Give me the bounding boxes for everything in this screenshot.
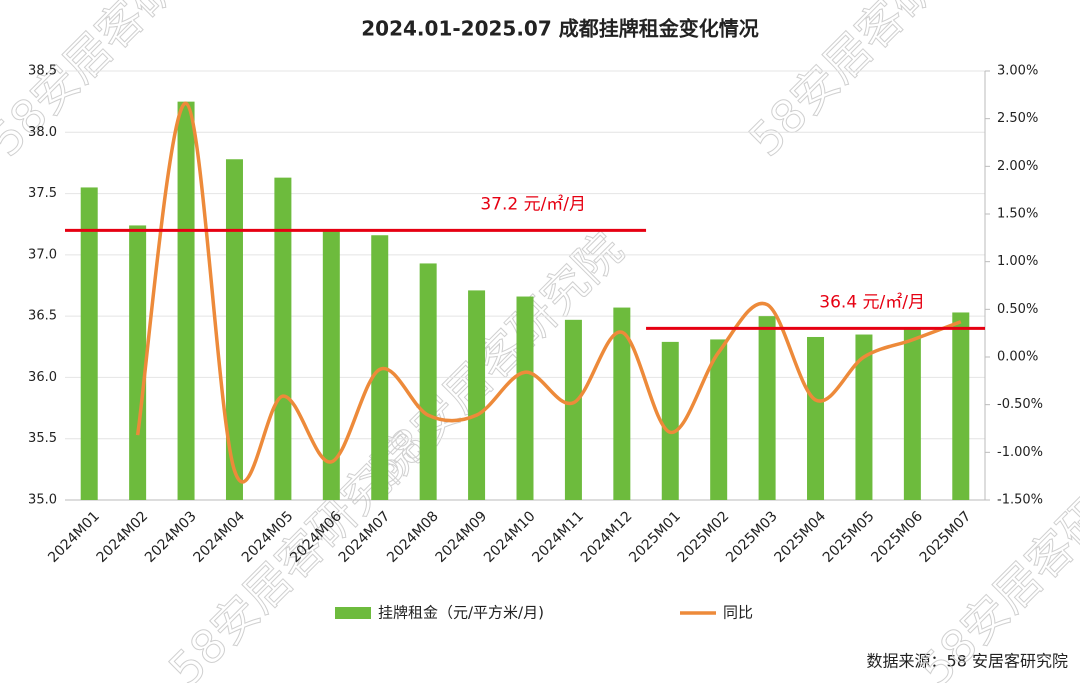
legend-label: 挂牌租金（元/平方米/月) — [378, 604, 544, 622]
x-tick-label: 2024M12 — [578, 508, 636, 566]
y2-tick-label: 1.50% — [997, 207, 1038, 222]
bar — [952, 312, 970, 500]
x-tick-label: 2024M04 — [190, 508, 248, 566]
x-tick-label: 2024M08 — [384, 508, 442, 566]
x-tick-label: 2025M02 — [675, 508, 733, 566]
bar — [758, 316, 776, 500]
legend-label: 同比 — [723, 604, 753, 622]
bar — [225, 159, 243, 500]
bar — [807, 336, 825, 500]
x-tick-label: 2024M02 — [94, 508, 152, 566]
bar — [903, 328, 921, 500]
legend-swatch — [335, 607, 371, 619]
y2-tick-label: 2.50% — [997, 111, 1038, 126]
y2-tick-label: -1.50% — [997, 493, 1043, 508]
bar — [710, 339, 728, 500]
bar — [516, 296, 534, 500]
y2-tick-label: 1.00% — [997, 254, 1038, 269]
x-tick-label: 2024M09 — [433, 508, 491, 566]
x-tick-label: 2025M06 — [868, 508, 926, 566]
y-tick-label: 36.0 — [28, 370, 57, 385]
x-tick-label: 2025M03 — [723, 508, 781, 566]
y2-tick-label: -0.50% — [997, 397, 1043, 412]
bar — [661, 341, 679, 500]
x-tick-label: 2025M07 — [917, 508, 975, 566]
bar — [129, 225, 147, 500]
bar — [564, 319, 582, 500]
x-tick-label: 2024M10 — [481, 508, 539, 566]
source: 数据来源：58 安居客研究院 — [867, 652, 1068, 671]
reference-label: 36.4 元/㎡/月 — [819, 292, 925, 312]
bar — [855, 334, 873, 500]
bar — [322, 230, 340, 501]
y-tick-label: 35.0 — [28, 493, 57, 508]
x-tick-label: 2025M05 — [820, 508, 878, 566]
x-tick-label: 2024M11 — [529, 508, 587, 566]
bar — [177, 101, 195, 501]
bar — [80, 187, 98, 500]
y2-tick-label: 0.50% — [997, 302, 1038, 317]
bar — [274, 177, 292, 500]
y-tick-label: 37.0 — [28, 247, 57, 262]
x-tick-label: 2025M01 — [626, 508, 684, 566]
y-tick-label: 38.0 — [28, 125, 57, 140]
bar — [468, 290, 486, 500]
y-tick-label: 35.5 — [28, 431, 57, 446]
y2-tick-label: 3.00% — [997, 64, 1038, 79]
y2-tick-label: -1.00% — [997, 445, 1043, 460]
watermark: 58安居客研究院 — [0, 0, 253, 167]
y-tick-label: 37.5 — [28, 186, 57, 201]
y-tick-label: 38.5 — [28, 64, 57, 79]
y-tick-label: 36.5 — [28, 309, 57, 324]
x-tick-label: 2025M04 — [772, 508, 830, 566]
y2-tick-label: 2.00% — [997, 159, 1038, 174]
watermark: 58安居客研究院 — [738, 0, 1013, 167]
x-tick-label: 2024M01 — [45, 508, 103, 566]
chart-title: 2024.01-2025.07 成都挂牌租金变化情况 — [361, 17, 758, 41]
bar — [613, 307, 631, 500]
reference-label: 37.2 元/㎡/月 — [480, 194, 586, 214]
line — [135, 101, 962, 484]
bar — [419, 263, 437, 500]
y2-tick-label: 0.00% — [997, 350, 1038, 365]
x-tick-label: 2024M03 — [142, 508, 200, 566]
